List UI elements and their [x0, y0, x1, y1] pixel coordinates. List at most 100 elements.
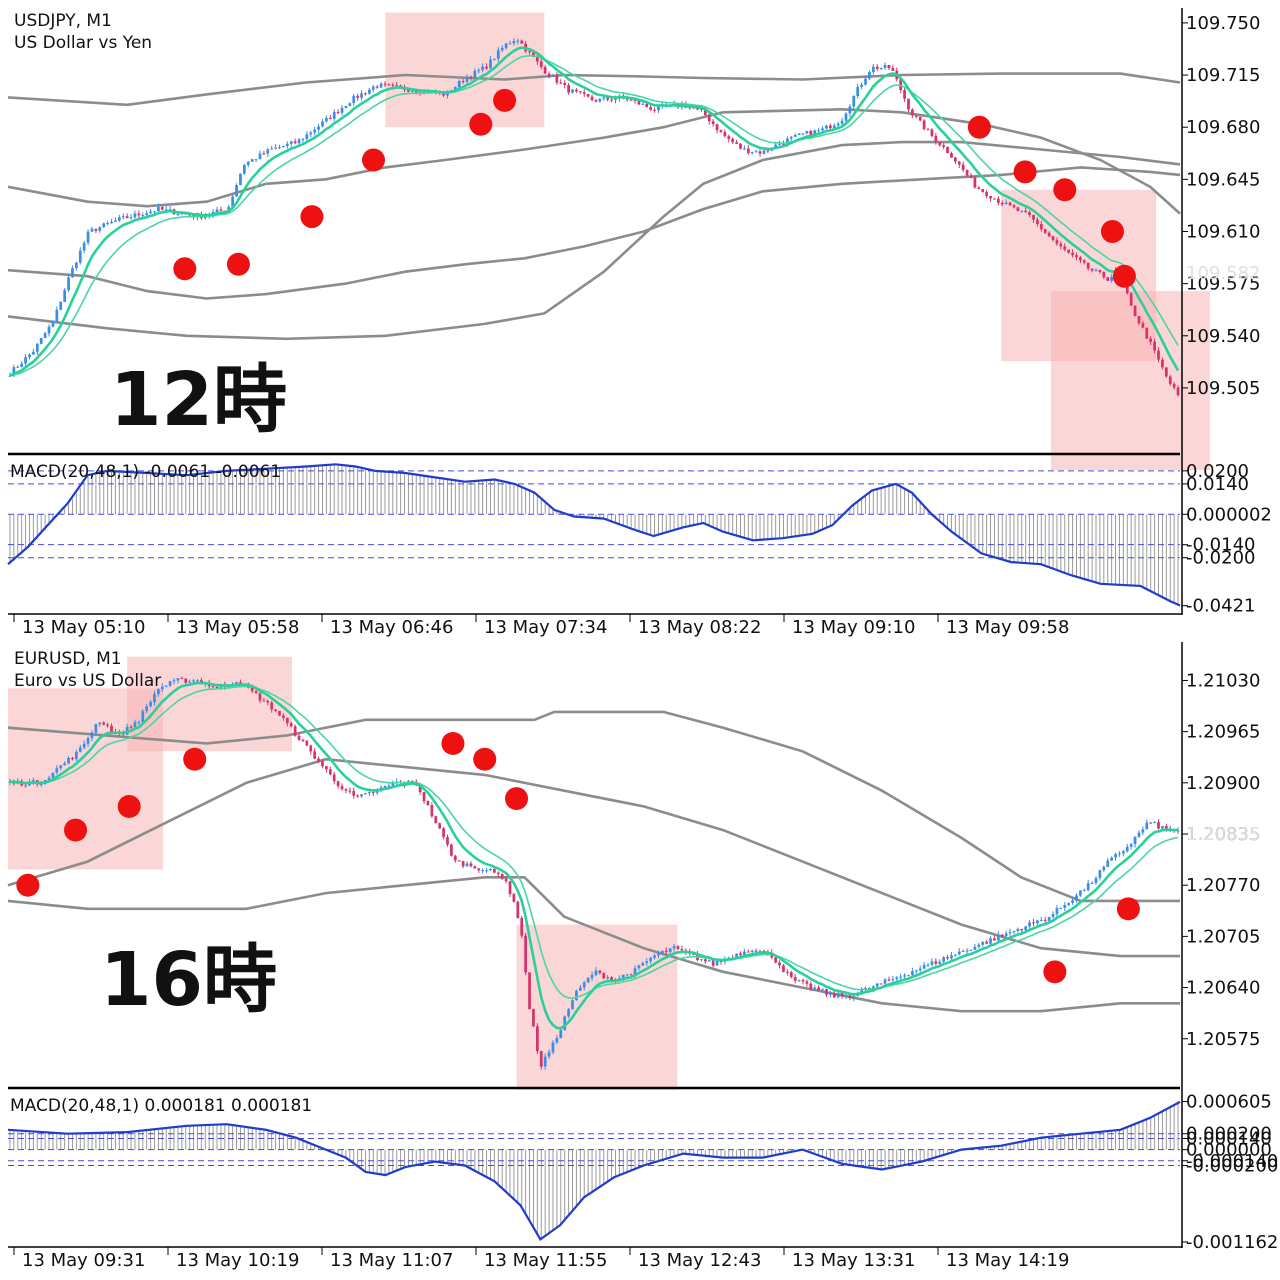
candle-body: [953, 157, 957, 162]
candle-body: [1121, 851, 1125, 854]
candle-body: [364, 793, 367, 795]
candle-body: [1086, 883, 1090, 891]
candle-body: [524, 935, 528, 973]
candle-body: [133, 213, 137, 218]
candle-body: [266, 700, 270, 703]
candle-body: [1020, 210, 1024, 212]
candle-body: [235, 682, 238, 685]
candle-body: [160, 686, 164, 690]
candle-body: [782, 965, 785, 972]
candle-body: [1129, 844, 1133, 847]
candle-body: [121, 216, 125, 218]
price-tick-label: 1.20900: [1186, 773, 1260, 794]
candle-body: [352, 95, 356, 104]
candle-body: [539, 61, 543, 67]
candle-body: [117, 217, 121, 221]
price-tick-label: 1.20965: [1186, 722, 1260, 743]
red-dot: [473, 747, 497, 771]
candle-body: [871, 986, 875, 989]
candle-body: [1133, 836, 1137, 845]
candle-body: [1051, 236, 1055, 241]
candle-body: [715, 960, 719, 966]
candle-body: [805, 981, 809, 984]
candle-body: [325, 117, 328, 122]
candle-body: [961, 950, 965, 952]
candle-body: [473, 866, 477, 869]
candle-body: [778, 143, 781, 145]
candle-body: [157, 206, 160, 212]
candle-body: [321, 121, 324, 127]
candle-body: [407, 89, 410, 92]
candle-body: [926, 964, 930, 966]
symbol-subtitle: US Dollar vs Yen: [14, 33, 152, 53]
macd-tick-label: 0.000000: [1186, 1140, 1272, 1161]
candle-body: [1149, 338, 1153, 342]
candle-body: [723, 131, 727, 137]
candle-body: [899, 976, 903, 978]
red-dot: [967, 115, 991, 139]
candle-body: [625, 974, 629, 976]
candle-body: [543, 66, 547, 74]
candle-body: [1020, 928, 1024, 931]
candle-body: [1036, 920, 1039, 924]
candle-body: [1067, 902, 1071, 906]
candle-body: [59, 765, 63, 769]
candle-body: [82, 743, 86, 748]
candle-body: [950, 955, 953, 959]
candle-body: [188, 214, 192, 216]
macd-tick-label: -0.000200: [1186, 1156, 1278, 1177]
candle-body: [559, 82, 563, 84]
candle-body: [582, 982, 586, 988]
candle-body: [1102, 866, 1106, 871]
candle-body: [1059, 907, 1063, 909]
candle-body: [848, 995, 852, 998]
candle-body: [168, 681, 172, 686]
candle-body: [789, 972, 793, 978]
candle-body: [450, 844, 453, 856]
candle-body: [192, 680, 195, 682]
candle-body: [731, 138, 735, 143]
candle-body: [711, 960, 715, 966]
candle-body: [965, 170, 969, 176]
candle-body: [582, 92, 586, 94]
candle-body: [1047, 232, 1051, 237]
time-tick-label: 13 May 11:55: [484, 1250, 607, 1271]
candle-body: [828, 993, 832, 995]
candle-body: [78, 250, 82, 263]
candle-body: [1024, 926, 1028, 931]
candle-body: [336, 781, 340, 787]
candle-body: [1008, 932, 1012, 934]
candle-body: [356, 795, 360, 797]
candle-body: [129, 217, 133, 219]
candle-body: [754, 151, 758, 153]
candle-body: [418, 785, 422, 793]
candle-body: [504, 43, 508, 48]
price-tick-label: 109.715: [1186, 65, 1260, 86]
candle-body: [285, 143, 289, 147]
candle-body: [786, 138, 789, 144]
time-tick-label: 13 May 06:46: [330, 617, 453, 638]
candle-body: [649, 957, 653, 962]
red-dot: [1116, 897, 1140, 921]
candle-body: [739, 953, 742, 956]
candle-body: [340, 786, 344, 790]
candle-body: [879, 983, 883, 985]
candle-body: [235, 185, 238, 197]
candle-body: [477, 70, 481, 72]
candle-body: [102, 223, 106, 228]
candle-body: [559, 1029, 563, 1038]
candle-body: [371, 86, 375, 90]
price-tick-label: 109.575: [1186, 274, 1260, 295]
candle-body: [813, 130, 817, 136]
candle-body: [774, 957, 778, 963]
candle-body: [996, 934, 1000, 941]
candle-body: [270, 148, 274, 150]
candle-body: [1028, 212, 1031, 216]
candle-body: [852, 995, 856, 998]
candle-body: [1063, 905, 1067, 908]
candle-body: [461, 860, 465, 867]
candle-body: [266, 149, 270, 154]
symbol-title: EURUSD, M1: [14, 649, 122, 669]
candle-body: [586, 93, 590, 97]
macd-tick-label: -0.0200: [1186, 548, 1255, 569]
